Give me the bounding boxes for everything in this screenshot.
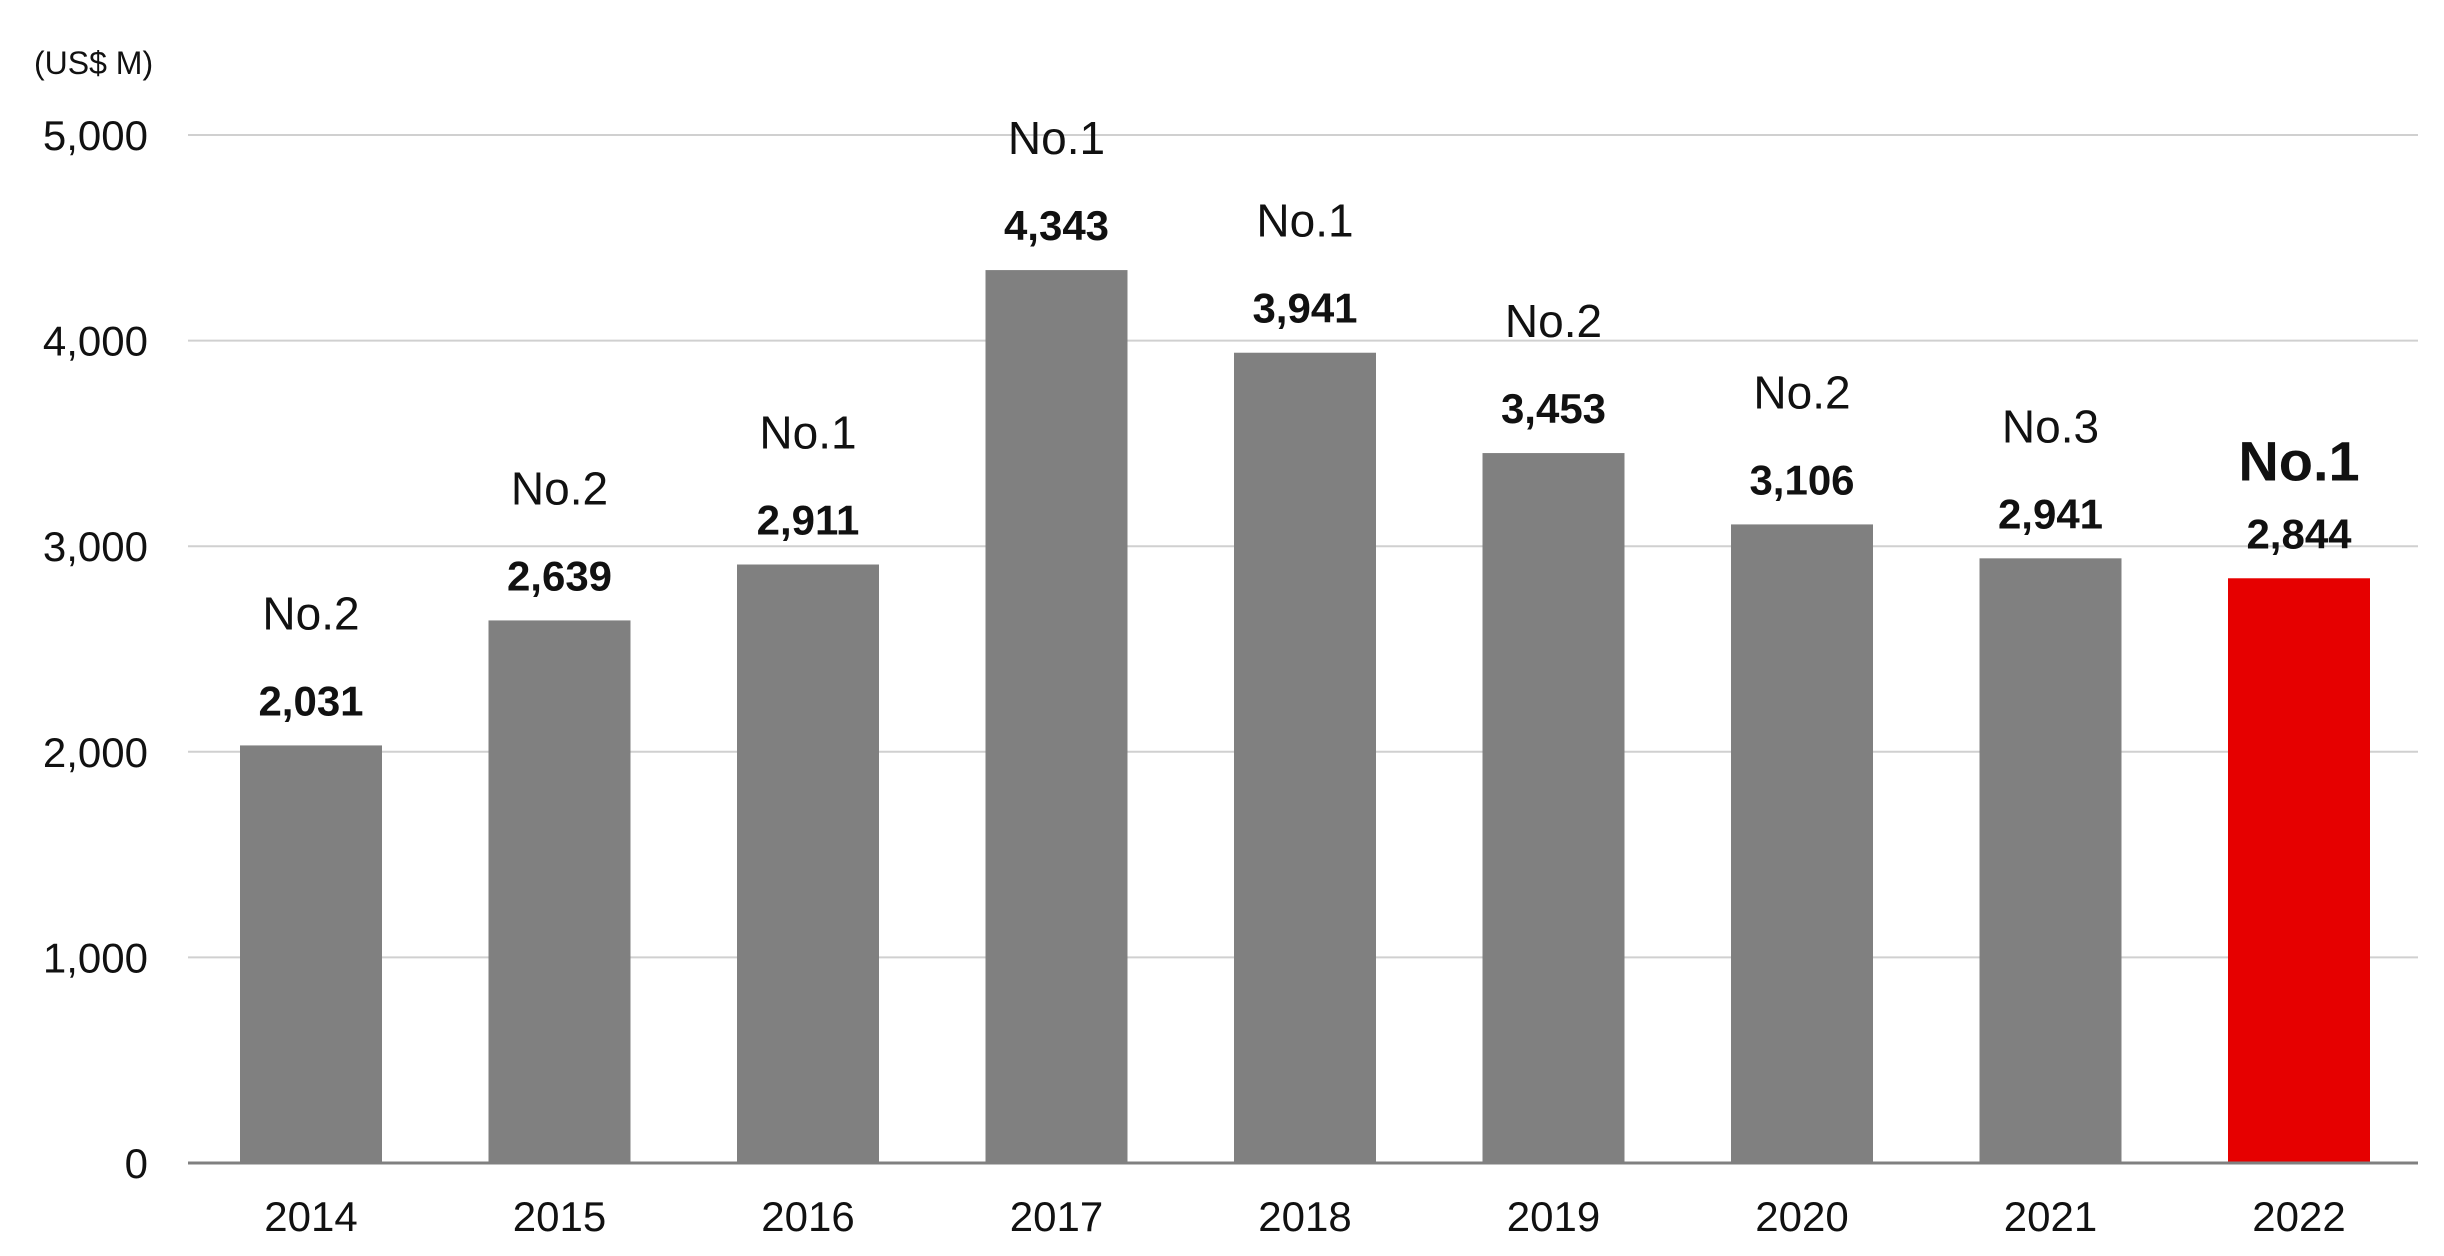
x-tick-label: 2022 — [2252, 1193, 2345, 1240]
y-axis-ticks: 0 1,000 2,000 3,000 4,000 5,000 — [43, 112, 148, 1187]
rank-label: No.1 — [1008, 112, 1105, 164]
x-tick-label: 2014 — [264, 1193, 357, 1240]
value-label: 4,343 — [1004, 202, 1109, 249]
rank-label: No.2 — [1753, 366, 1850, 418]
bar — [2228, 578, 2370, 1163]
value-label: 3,453 — [1501, 385, 1606, 432]
bar — [1234, 352, 1376, 1163]
y-tick-label: 5,000 — [43, 112, 148, 159]
value-label: 2,031 — [258, 677, 363, 724]
bar — [240, 745, 382, 1163]
rank-label: No.2 — [262, 587, 359, 639]
value-label: 2,639 — [507, 552, 612, 599]
bar — [1482, 453, 1625, 1163]
bar — [985, 270, 1128, 1163]
rank-label: No.2 — [1505, 295, 1602, 347]
bar — [488, 620, 631, 1163]
bar — [737, 564, 879, 1163]
x-tick-label: 2016 — [761, 1193, 854, 1240]
value-label: 3,106 — [1749, 456, 1854, 503]
y-tick-label: 4,000 — [43, 318, 148, 365]
x-tick-label: 2015 — [513, 1193, 606, 1240]
y-tick-label: 2,000 — [43, 729, 148, 776]
rank-label: No.3 — [2002, 400, 2099, 452]
rank-label: No.1 — [759, 406, 856, 458]
x-tick-label: 2017 — [1010, 1193, 1103, 1240]
x-tick-label: 2018 — [1258, 1193, 1351, 1240]
data-labels: 2,031 No.2 2,639 No.2 2,911 No.1 4,343 No.1 3,94… — [258, 112, 2359, 724]
x-tick-label: 2019 — [1507, 1193, 1600, 1240]
x-axis-ticks: 2014 2015 2016 2017 2018 2019 2020 2021 2022 — [264, 1193, 2345, 1240]
y-tick-label: 1,000 — [43, 934, 148, 981]
bar — [1979, 558, 2122, 1163]
bars — [240, 270, 2370, 1163]
rank-label: No.1 — [2238, 429, 2359, 492]
rank-label: No.1 — [1256, 195, 1353, 247]
value-label: 2,911 — [757, 496, 860, 543]
value-label: 3,941 — [1252, 285, 1357, 332]
value-label: 2,941 — [1998, 490, 2103, 537]
y-tick-label: 0 — [125, 1140, 148, 1187]
x-tick-label: 2020 — [1755, 1193, 1848, 1240]
x-tick-label: 2021 — [2004, 1193, 2097, 1240]
unit-label: (US$ M) — [34, 45, 153, 81]
rank-label: No.2 — [511, 462, 608, 514]
value-label: 2,844 — [2246, 510, 2352, 557]
bar — [1731, 524, 1873, 1163]
y-tick-label: 3,000 — [43, 523, 148, 570]
